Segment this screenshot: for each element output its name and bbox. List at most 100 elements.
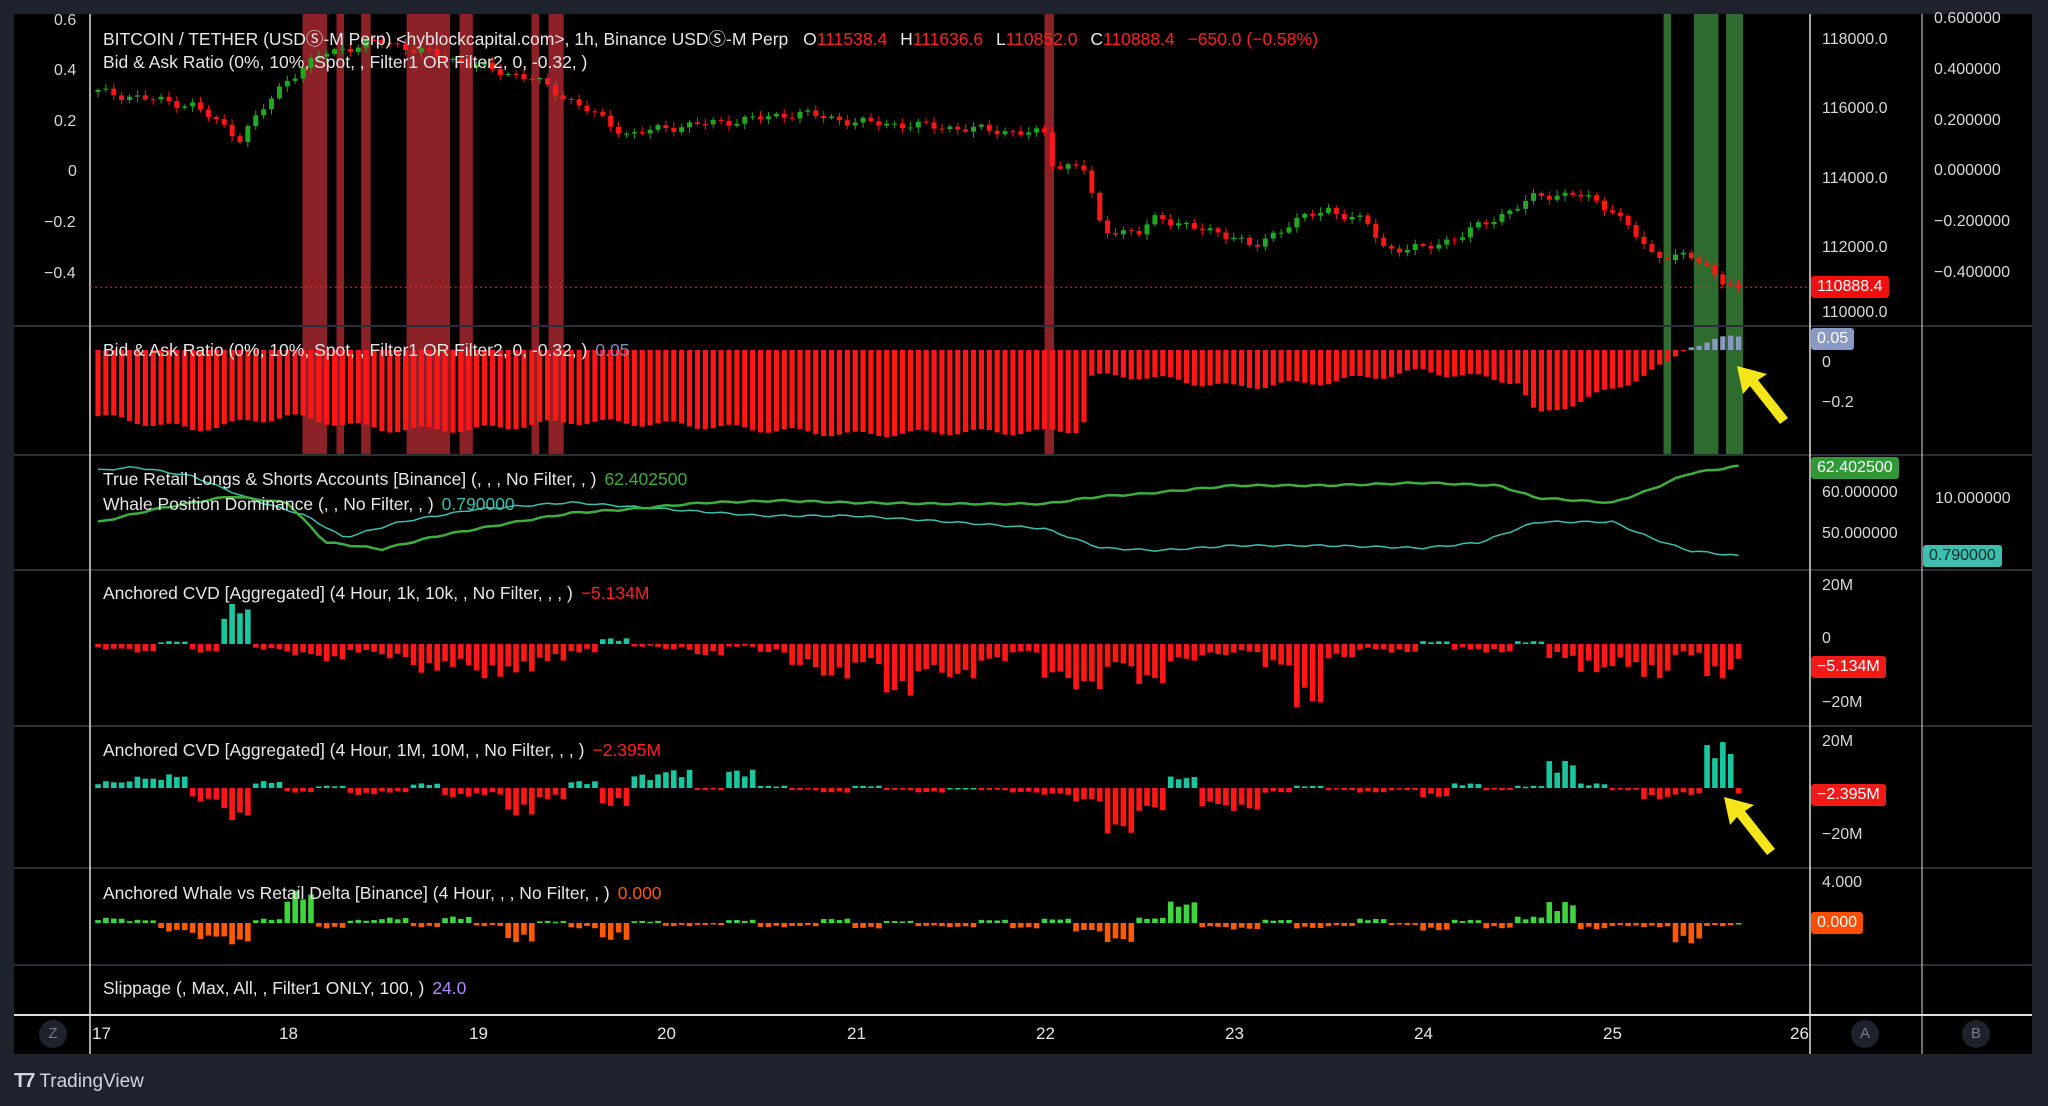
bid-ask-bar <box>686 350 693 427</box>
candle-body <box>103 88 109 90</box>
cvd2-bar <box>316 786 322 788</box>
cvd1-bar <box>576 644 582 653</box>
cvd1-bar <box>1562 644 1568 659</box>
bid-ask-bar <box>1459 350 1466 376</box>
scale-auto-button[interactable]: A <box>1851 1020 1879 1048</box>
candle-body <box>1105 220 1111 234</box>
candle-body <box>844 120 850 126</box>
candle-body <box>1444 239 1450 245</box>
cvd1-bar <box>1696 644 1702 653</box>
delta-bar <box>1507 923 1513 928</box>
candle-body <box>702 124 708 126</box>
candle-body <box>600 111 606 116</box>
cvd2-bar <box>939 788 945 793</box>
cvd2-bar <box>623 788 630 806</box>
cvd2-bar <box>718 788 724 791</box>
candle-body <box>994 130 1000 135</box>
slippage-legend[interactable]: Slippage (, Max, All, , Filter1 ONLY, 10… <box>103 978 466 999</box>
bid-ask-legend[interactable]: Bid & Ask Ratio (0%, 10%, Spot, , Filter… <box>103 340 629 361</box>
scale-b-button[interactable]: B <box>1962 1020 1990 1048</box>
cvd1-bar <box>1002 644 1008 662</box>
cvd2-bar <box>237 788 243 813</box>
bid-ask-bar <box>994 350 1000 433</box>
bid-ask-bar <box>1183 350 1190 384</box>
bid-ask-bar <box>955 350 961 435</box>
cvd1-bar <box>868 644 874 659</box>
bid-ask-bar <box>1152 350 1158 378</box>
cvd2-bar <box>300 788 306 792</box>
cvd2-bar <box>166 774 172 788</box>
cvd2-legend[interactable]: Anchored CVD [Aggregated] (4 Hour, 1M, 1… <box>103 740 661 761</box>
bid-ask-bar <box>1720 336 1726 350</box>
cvd2-bar <box>118 782 125 788</box>
cvd2-bar <box>410 784 417 788</box>
candle-body <box>1657 251 1663 259</box>
bid-ask-bar <box>1168 350 1174 378</box>
cvd2-bar <box>142 778 149 788</box>
bid-ask-bar <box>544 350 551 421</box>
cvd1-bar <box>876 644 882 665</box>
candle-body <box>986 124 992 131</box>
cvd2-bar <box>473 788 480 794</box>
cvd2-bar <box>213 788 220 800</box>
candle-body <box>647 129 653 134</box>
bid-ask-bar <box>1594 350 1600 393</box>
cvd2-bar <box>1309 785 1316 788</box>
cvd2-bar <box>1049 788 1056 794</box>
overlay-legend[interactable]: Bid & Ask Ratio (0%, 10%, Spot, , Filter… <box>103 52 588 72</box>
bid-ask-bar <box>529 350 535 425</box>
cvd1-bar <box>1294 644 1300 708</box>
bid-ask-bar <box>111 350 117 416</box>
scale-z-button[interactable]: Z <box>39 1020 67 1048</box>
bid-ask-bar <box>1475 350 1481 375</box>
bid-ask-bar <box>197 350 204 432</box>
bid-ask-bar <box>95 350 101 417</box>
cvd1-legend[interactable]: Anchored CVD [Aggregated] (4 Hour, 1k, 1… <box>103 583 649 604</box>
bid-ask-bar <box>1325 350 1332 385</box>
cvd1-label: Anchored CVD [Aggregated] (4 Hour, 1k, 1… <box>103 583 573 603</box>
candle-body <box>521 74 527 80</box>
delta-bar <box>1443 923 1450 930</box>
delta-bar <box>521 923 527 935</box>
tradingview-logo[interactable]: T7 TradingView <box>14 1070 144 1093</box>
candle-body <box>529 79 535 81</box>
delta-legend[interactable]: Anchored Whale vs Retail Delta [Binance]… <box>103 883 662 904</box>
candle-body <box>1617 212 1623 216</box>
whale-legend[interactable]: Whale Position Dominance (, , No Filter,… <box>103 494 515 515</box>
bid-ask-bar <box>355 350 361 424</box>
retail-legend[interactable]: True Retail Longs & Shorts Accounts [Bin… <box>103 469 687 490</box>
bid-ask-bar <box>410 350 417 428</box>
cvd2-bar <box>1467 783 1474 788</box>
price-tick: 118000.0 <box>1822 31 1888 48</box>
cvd1-bar <box>1372 644 1379 650</box>
cvd2-bar <box>655 774 661 788</box>
retail-label: True Retail Longs & Shorts Accounts [Bin… <box>103 469 597 489</box>
cvd2-bar <box>1325 788 1332 791</box>
bid-ask-bar <box>434 350 440 430</box>
delta-bar <box>1294 923 1300 929</box>
candle-body <box>1112 233 1118 235</box>
delta-bar <box>118 918 125 923</box>
candle-body <box>1680 252 1686 255</box>
delta-bar <box>465 916 472 923</box>
left-tick: −0.4 <box>44 265 76 282</box>
symbol-legend[interactable]: BITCOIN / TETHER (USDⓈ-M Perp) <hyblockc… <box>103 26 1318 51</box>
bid-ask-bar <box>300 350 306 416</box>
bid-ask-bar <box>426 350 432 427</box>
cvd2-bar <box>1215 788 1221 805</box>
bid-ask-bar <box>899 350 906 434</box>
right-tick: −0.200000 <box>1934 213 2011 230</box>
candle-body <box>1531 193 1537 201</box>
cvd1-bar <box>197 644 204 653</box>
bid-ask-bar <box>1089 350 1095 376</box>
candle-body <box>371 39 377 41</box>
delta-bar <box>805 923 811 926</box>
candle-body <box>340 49 346 51</box>
cvd1-bar <box>1720 644 1726 679</box>
delta-bar <box>757 923 764 927</box>
cvd2-bar <box>1420 788 1426 798</box>
cvd2-bar <box>1191 776 1198 788</box>
cvd2-bar <box>607 788 614 806</box>
cvd1-bar <box>883 644 890 693</box>
